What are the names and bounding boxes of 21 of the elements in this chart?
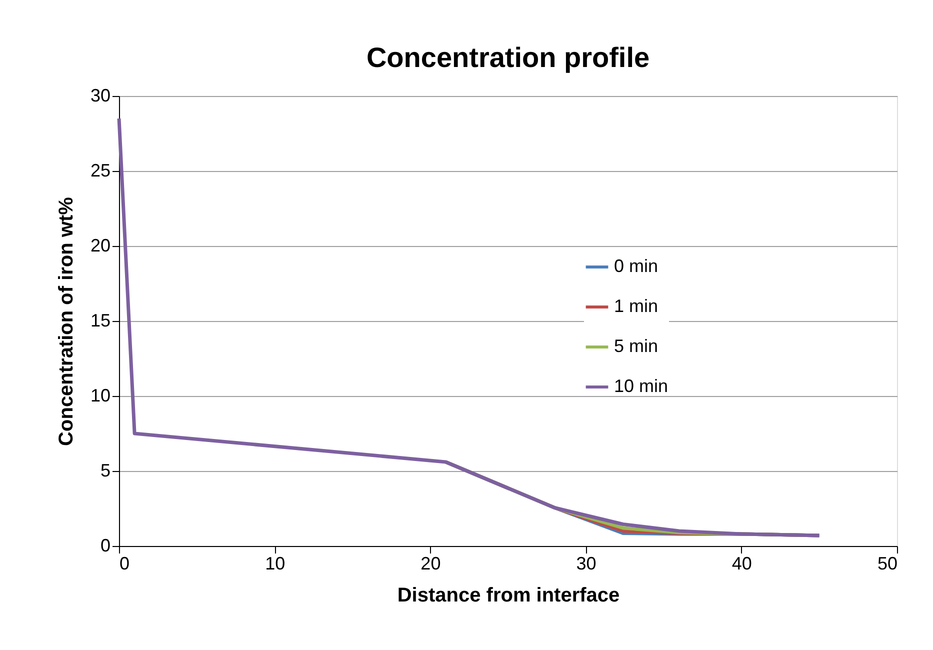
y-tick-label: 20 [90, 236, 110, 256]
legend-label: 1 min [614, 296, 658, 316]
x-tick-label: 20 [420, 554, 441, 574]
y-tick-label: 5 [100, 460, 110, 480]
y-tick-label: 0 [100, 536, 110, 556]
x-tick-label: 40 [732, 554, 752, 574]
x-tick-label: 50 [877, 554, 898, 574]
x-axis-title: Distance from interface [397, 584, 620, 606]
y-tick-label: 25 [90, 160, 110, 180]
y-tick-label: 30 [90, 86, 110, 106]
legend-label: 5 min [614, 336, 658, 356]
legend-label: 10 min [614, 376, 668, 396]
chart-title: Concentration profile [366, 42, 650, 73]
x-tick-label: 0 [120, 554, 130, 574]
legend-label: 0 min [614, 256, 658, 276]
y-axis-title: Concentration of iron wt% [55, 196, 78, 446]
x-tick-label: 10 [265, 554, 286, 574]
y-tick-label: 10 [90, 386, 110, 406]
y-tick-label: 15 [90, 310, 110, 330]
x-tick-label: 30 [576, 554, 596, 574]
line-series [117, 116, 821, 538]
